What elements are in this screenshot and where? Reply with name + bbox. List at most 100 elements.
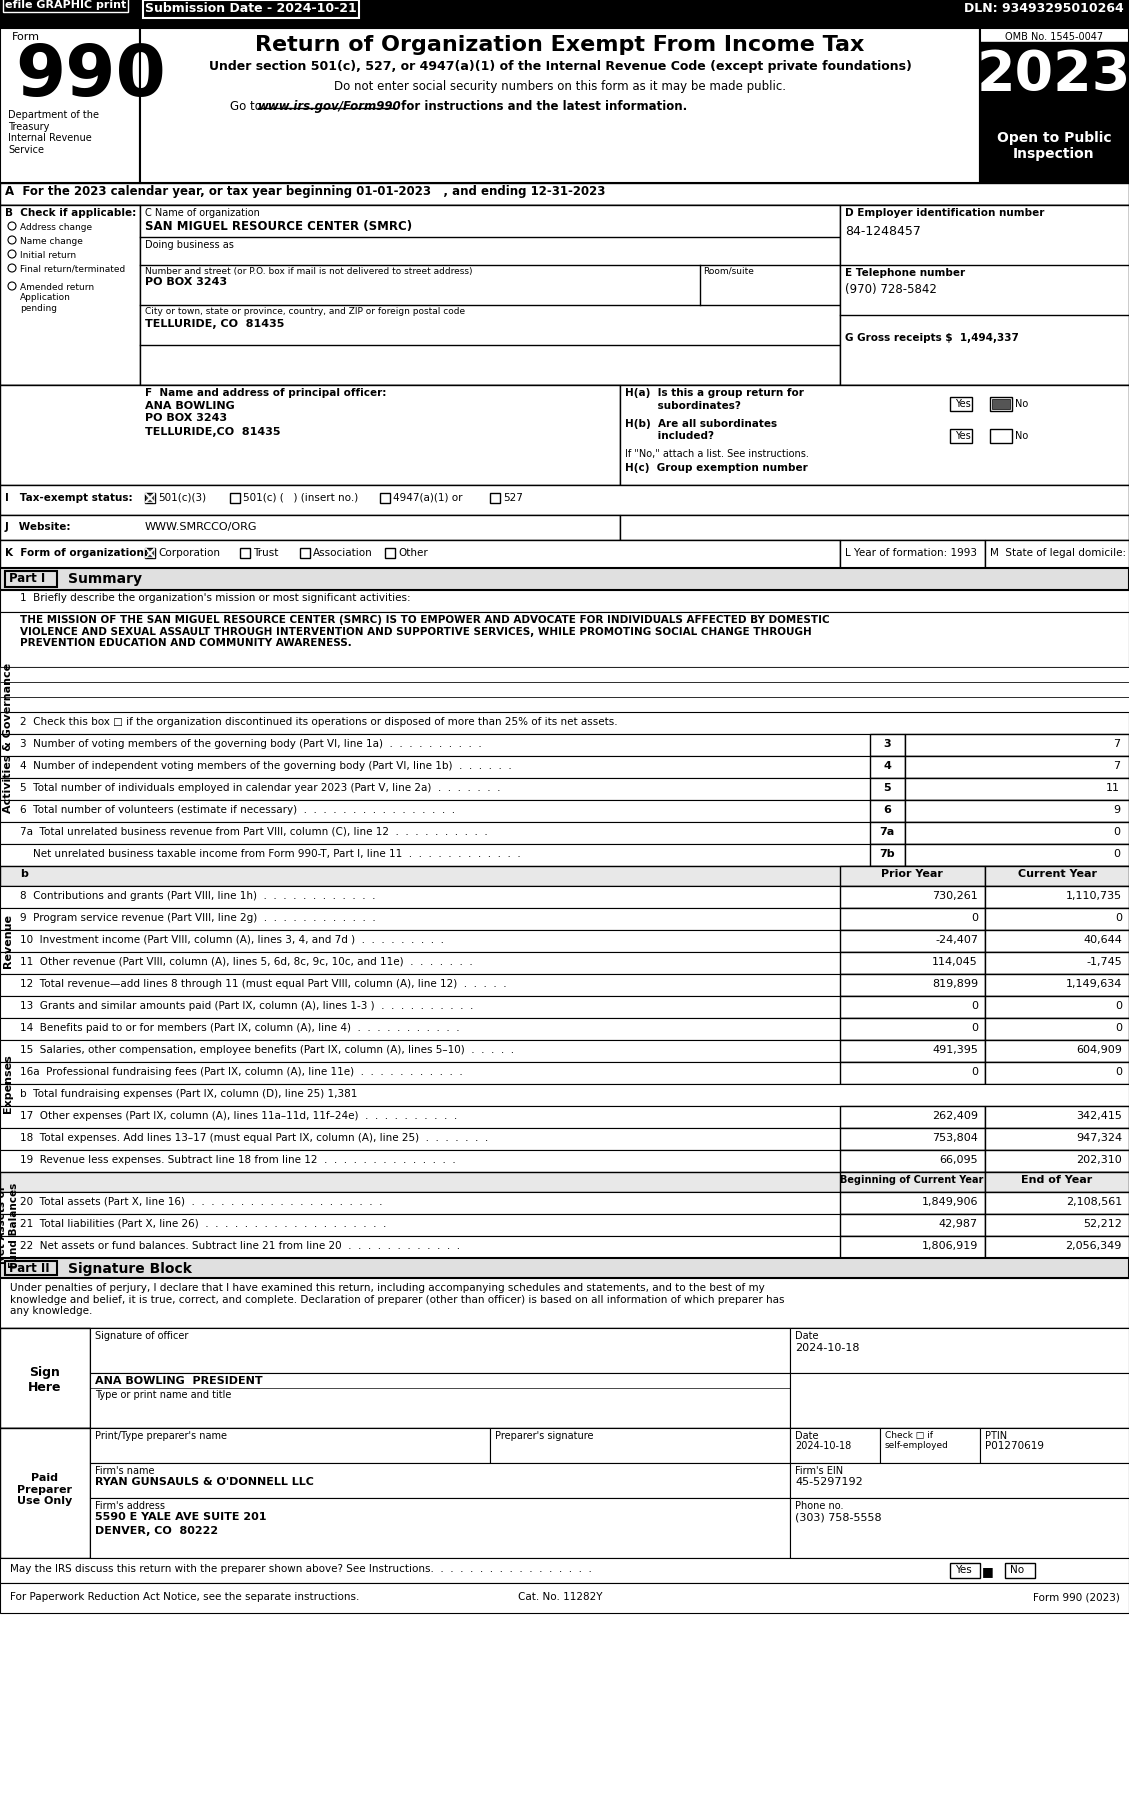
Bar xyxy=(984,1128,1129,1150)
Text: (303) 758-5558: (303) 758-5558 xyxy=(795,1512,882,1523)
Text: 2024-10-18: 2024-10-18 xyxy=(795,1442,851,1451)
Bar xyxy=(790,1463,1129,1497)
Bar xyxy=(0,1106,1129,1128)
Text: 84-1248457: 84-1248457 xyxy=(844,225,921,238)
Bar xyxy=(879,1427,980,1463)
Text: Net unrelated business taxable income from Form 990-T, Part I, line 11  .  .  . : Net unrelated business taxable income fr… xyxy=(20,849,520,860)
Text: Firm's EIN: Firm's EIN xyxy=(795,1467,843,1476)
Bar xyxy=(146,550,154,557)
Text: 1,149,634: 1,149,634 xyxy=(1066,978,1122,989)
Bar xyxy=(840,205,1129,386)
Bar xyxy=(984,908,1129,930)
Bar xyxy=(0,1427,1129,1559)
Text: No: No xyxy=(1010,1564,1024,1575)
Bar xyxy=(870,778,905,800)
Bar xyxy=(0,1278,1129,1328)
Text: 14  Benefits paid to or for members (Part IX, column (A), line 4)  .  .  .  .  .: 14 Benefits paid to or for members (Part… xyxy=(20,1024,460,1033)
Bar xyxy=(984,1191,1129,1215)
Bar xyxy=(0,205,1129,386)
Bar xyxy=(90,1497,790,1559)
Text: Part II: Part II xyxy=(9,1261,50,1276)
Text: Department of the
Treasury
Internal Revenue
Service: Department of the Treasury Internal Reve… xyxy=(8,110,99,155)
Text: 52,212: 52,212 xyxy=(1083,1218,1122,1229)
Text: 8  Contributions and grants (Part VIII, line 1h)  .  .  .  .  .  .  .  .  .  .  : 8 Contributions and grants (Part VIII, l… xyxy=(20,890,376,901)
Text: 0: 0 xyxy=(971,1067,978,1078)
Text: 22  Net assets or fund balances. Subtract line 21 from line 20  .  .  .  .  .  .: 22 Net assets or fund balances. Subtract… xyxy=(20,1242,461,1251)
Text: 4: 4 xyxy=(883,760,891,771)
Text: H(a)  Is this a group return for: H(a) Is this a group return for xyxy=(625,387,804,398)
Text: Corporation: Corporation xyxy=(158,548,220,559)
Text: 5590 E YALE AVE SUITE 201: 5590 E YALE AVE SUITE 201 xyxy=(95,1512,266,1523)
Bar xyxy=(984,1150,1129,1171)
Bar xyxy=(984,975,1129,997)
Text: 7: 7 xyxy=(1113,739,1120,750)
Text: 5  Total number of individuals employed in calendar year 2023 (Part V, line 2a) : 5 Total number of individuals employed i… xyxy=(20,784,500,793)
Bar xyxy=(0,1191,1129,1215)
Text: Under section 501(c), 527, or 4947(a)(1) of the Internal Revenue Code (except pr: Under section 501(c), 527, or 4947(a)(1)… xyxy=(209,59,911,74)
Bar xyxy=(90,1373,790,1427)
Text: DLN: 93493295010264: DLN: 93493295010264 xyxy=(964,2,1124,14)
Text: Go to: Go to xyxy=(230,99,265,114)
Bar xyxy=(840,951,984,975)
Text: I   Tax-exempt status:: I Tax-exempt status: xyxy=(5,494,132,503)
Bar xyxy=(840,867,984,887)
Bar xyxy=(949,396,972,411)
Text: Yes: Yes xyxy=(955,1564,972,1575)
Text: Room/suite: Room/suite xyxy=(703,267,754,276)
Text: 262,409: 262,409 xyxy=(933,1112,978,1121)
Circle shape xyxy=(8,222,16,231)
Bar xyxy=(0,29,140,184)
Text: No: No xyxy=(1015,431,1029,441)
Text: May the IRS discuss this return with the preparer shown above? See Instructions.: May the IRS discuss this return with the… xyxy=(10,1564,592,1573)
Text: 21  Total liabilities (Part X, line 26)  .  .  .  .  .  .  .  .  .  .  .  .  .  : 21 Total liabilities (Part X, line 26) .… xyxy=(20,1218,386,1229)
Bar xyxy=(0,1150,1129,1171)
Bar xyxy=(230,494,240,503)
Text: 18  Total expenses. Add lines 13–17 (must equal Part IX, column (A), line 25)  .: 18 Total expenses. Add lines 13–17 (must… xyxy=(20,1133,488,1142)
Text: No: No xyxy=(1015,398,1029,409)
Text: Form: Form xyxy=(12,32,40,41)
Text: b  Total fundraising expenses (Part IX, column (D), line 25) 1,381: b Total fundraising expenses (Part IX, c… xyxy=(20,1088,358,1099)
Text: 3: 3 xyxy=(883,739,891,750)
Text: 2,108,561: 2,108,561 xyxy=(1066,1197,1122,1207)
Bar xyxy=(0,1085,1129,1106)
Text: 15  Salaries, other compensation, employee benefits (Part IX, column (A), lines : 15 Salaries, other compensation, employe… xyxy=(20,1045,514,1054)
Text: 1  Briefly describe the organization's mission or most significant activities:: 1 Briefly describe the organization's mi… xyxy=(20,593,411,604)
Bar xyxy=(490,1427,790,1463)
Circle shape xyxy=(8,250,16,258)
Text: 0: 0 xyxy=(1113,827,1120,836)
Text: 45-5297192: 45-5297192 xyxy=(795,1478,863,1487)
Bar xyxy=(984,1236,1129,1258)
Bar xyxy=(840,997,984,1018)
Bar xyxy=(0,733,1129,757)
Bar xyxy=(0,1040,1129,1061)
Text: K  Form of organization:: K Form of organization: xyxy=(5,548,148,559)
Bar xyxy=(0,0,1129,29)
Text: PTIN: PTIN xyxy=(984,1431,1007,1442)
Bar xyxy=(1005,1562,1035,1579)
Text: www.irs.gov/Form990: www.irs.gov/Form990 xyxy=(259,99,402,114)
Text: Current Year: Current Year xyxy=(1017,869,1096,879)
Text: Doing business as: Doing business as xyxy=(145,240,234,250)
Bar xyxy=(90,1463,790,1497)
Bar xyxy=(840,1150,984,1171)
Text: DENVER, CO  80222: DENVER, CO 80222 xyxy=(95,1526,218,1535)
Bar xyxy=(790,1427,879,1463)
Text: 0: 0 xyxy=(971,1000,978,1011)
Text: 202,310: 202,310 xyxy=(1076,1155,1122,1166)
Bar xyxy=(385,548,395,559)
Bar xyxy=(980,41,1129,126)
Bar xyxy=(0,515,620,541)
Text: Firm's name: Firm's name xyxy=(95,1467,155,1476)
Text: 42,987: 42,987 xyxy=(939,1218,978,1229)
Bar xyxy=(984,951,1129,975)
Text: 0: 0 xyxy=(971,914,978,923)
Text: TELLURIDE,CO  81435: TELLURIDE,CO 81435 xyxy=(145,427,280,438)
Text: Print/Type preparer's name: Print/Type preparer's name xyxy=(95,1431,227,1442)
Text: 13  Grants and similar amounts paid (Part IX, column (A), lines 1-3 )  .  .  .  : 13 Grants and similar amounts paid (Part… xyxy=(20,1000,473,1011)
Bar xyxy=(840,1171,984,1191)
Bar xyxy=(0,613,1129,667)
Bar xyxy=(145,494,155,503)
Text: included?: included? xyxy=(625,431,714,441)
Text: 10  Investment income (Part VIII, column (A), lines 3, 4, and 7d )  .  .  .  .  : 10 Investment income (Part VIII, column … xyxy=(20,935,444,944)
Text: Cat. No. 11282Y: Cat. No. 11282Y xyxy=(518,1591,602,1602)
